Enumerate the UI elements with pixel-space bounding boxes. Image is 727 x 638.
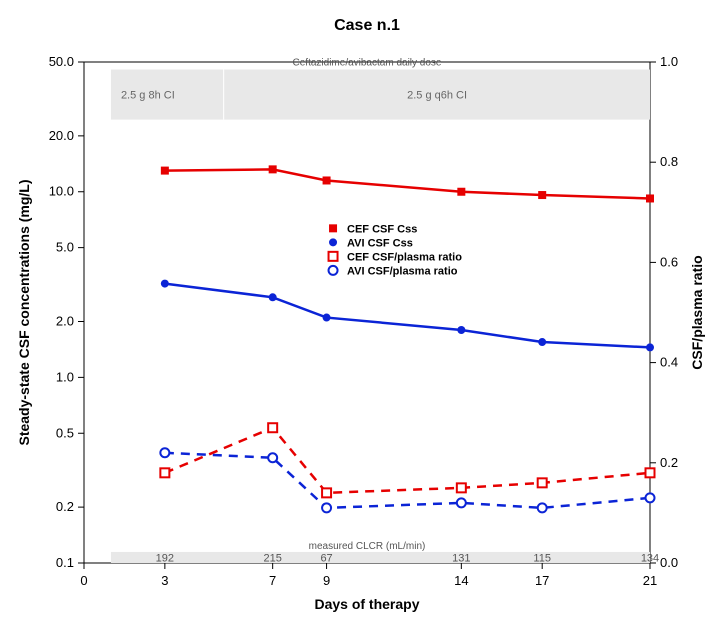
marker-open-circle (160, 448, 169, 457)
y-right-tick-label: 0.0 (660, 555, 678, 570)
marker-open-circle (538, 503, 547, 512)
marker-filled-square (646, 194, 654, 202)
marker-filled-square (323, 176, 331, 184)
x-axis-label: Days of therapy (314, 596, 419, 612)
marker-open-circle (268, 453, 277, 462)
marker-filled-square (329, 224, 337, 232)
marker-open-square (322, 488, 331, 497)
y-right-tick-label: 0.8 (660, 154, 678, 169)
clcr-band (111, 552, 650, 563)
y-left-axis-label: Steady-state CSF concentrations (mg/L) (16, 179, 32, 445)
clcr-value: 215 (263, 552, 281, 564)
x-tick-label: 3 (161, 573, 168, 588)
marker-filled-circle (161, 280, 169, 288)
marker-open-square (538, 478, 547, 487)
dose-band-label: 2.5 g q6h CI (407, 90, 467, 102)
marker-filled-circle (457, 326, 465, 334)
y-right-axis-label: CSF/plasma ratio (689, 255, 705, 369)
marker-open-square (329, 252, 338, 261)
dose-band-header: Ceftazidime/avibactam daily dose (293, 58, 442, 69)
x-tick-label: 14 (454, 573, 468, 588)
marker-open-circle (329, 266, 338, 275)
x-tick-label: 17 (535, 573, 549, 588)
marker-filled-square (457, 188, 465, 196)
series-line (165, 428, 650, 493)
legend-item: CEF CSF Css (329, 223, 417, 235)
series-avi_css (161, 280, 654, 352)
legend-item: AVI CSF Css (329, 237, 413, 249)
marker-open-square (268, 423, 277, 432)
marker-filled-square (538, 191, 546, 199)
clcr-value: 115 (533, 552, 551, 564)
y-left-tick-label: 0.2 (56, 499, 74, 514)
y-right-tick-label: 0.4 (660, 355, 678, 370)
y-right-tick-label: 1.0 (660, 54, 678, 69)
marker-open-square (160, 468, 169, 477)
plot-box (84, 62, 650, 563)
marker-open-circle (322, 503, 331, 512)
clcr-value: 67 (320, 552, 332, 564)
series-line (165, 169, 650, 198)
clcr-value: 192 (156, 552, 174, 564)
chart-container: Case n.1 Ceftazidime/avibactam daily dose… (0, 0, 727, 638)
x-tick-label: 9 (323, 573, 330, 588)
legend-label: CEF CSF Css (347, 223, 417, 235)
marker-open-circle (646, 493, 655, 502)
marker-filled-square (161, 167, 169, 175)
dose-band-label: 2.5 g 8h CI (121, 90, 175, 102)
legend-label: AVI CSF/plasma ratio (347, 265, 458, 277)
marker-filled-circle (329, 238, 337, 246)
legend-label: CEF CSF/plasma ratio (347, 251, 462, 263)
chart-title: Case n.1 (334, 17, 400, 34)
marker-open-circle (457, 498, 466, 507)
y-left-tick-label: 1.0 (56, 369, 74, 384)
marker-filled-circle (269, 293, 277, 301)
y-left-tick-label: 0.1 (56, 555, 74, 570)
y-left-tick-label: 20.0 (49, 128, 74, 143)
y-right-tick-label: 0.2 (660, 455, 678, 470)
chart-svg: Case n.1 Ceftazidime/avibactam daily dose… (0, 0, 727, 638)
legend-item: CEF CSF/plasma ratio (329, 251, 463, 263)
series-cef_ratio (160, 423, 654, 497)
legend-item: AVI CSF/plasma ratio (329, 265, 458, 277)
marker-filled-circle (323, 314, 331, 322)
x-tick-label: 0 (80, 573, 87, 588)
marker-filled-circle (646, 343, 654, 351)
y-left-tick-label: 2.0 (56, 313, 74, 328)
marker-filled-circle (538, 338, 546, 346)
series-cef_css (161, 165, 654, 202)
legend-label: AVI CSF Css (347, 237, 413, 249)
x-tick-label: 7 (269, 573, 276, 588)
x-tick-label: 21 (643, 573, 657, 588)
y-left-tick-label: 0.5 (56, 425, 74, 440)
y-left-tick-label: 50.0 (49, 54, 74, 69)
marker-filled-square (269, 165, 277, 173)
clcr-value: 131 (452, 552, 470, 564)
y-right-tick-label: 0.6 (660, 254, 678, 269)
series-line (165, 284, 650, 348)
clcr-band-header: measured CLCR (mL/min) (309, 541, 426, 552)
marker-open-square (457, 483, 466, 492)
y-left-tick-label: 5.0 (56, 240, 74, 255)
marker-open-square (646, 468, 655, 477)
y-left-tick-label: 10.0 (49, 184, 74, 199)
